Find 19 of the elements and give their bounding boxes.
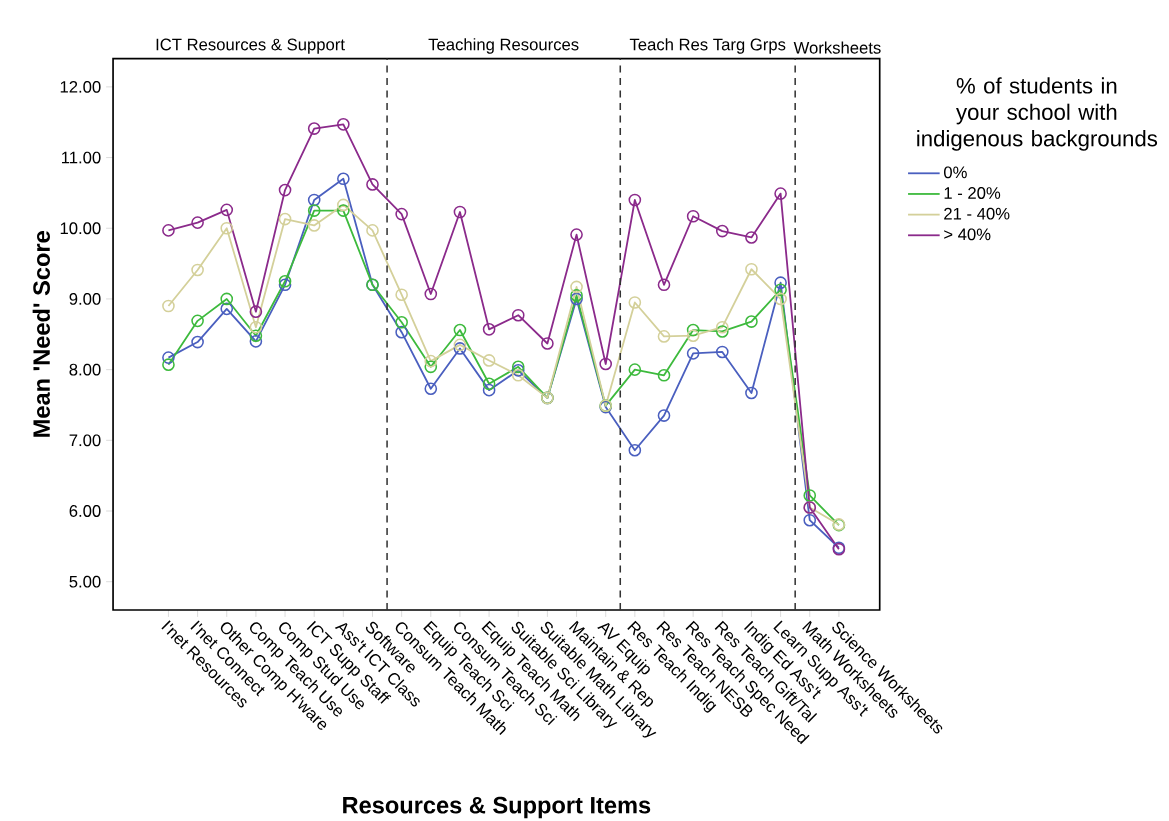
y-tick-label: 5.00 bbox=[69, 575, 101, 588]
legend-title: % of students in your school with indigenous backgrounds bbox=[917, 77, 1158, 151]
y-tick-label: 9.00 bbox=[69, 293, 101, 305]
text: Teach Res Targ Grps bbox=[629, 38, 786, 54]
y-tick-label: 6.00 bbox=[69, 505, 101, 517]
text: Teaching Resources bbox=[428, 38, 579, 54]
legend-label: 0% bbox=[944, 166, 967, 179]
y-tick-label: 8.00 bbox=[69, 363, 101, 376]
legend-label: > 40% bbox=[944, 228, 991, 241]
y-tick-label: 10.00 bbox=[60, 222, 101, 235]
text: ICT Resources & Support bbox=[156, 38, 345, 54]
x-axis-title: Resources & Support Items bbox=[343, 796, 651, 819]
y-tick-label: 12.00 bbox=[60, 81, 101, 93]
y-axis-title: Mean 'Need' Score bbox=[32, 231, 50, 437]
legend-label: 21 - 40% bbox=[944, 207, 1010, 220]
legend-label: 1 - 20% bbox=[944, 187, 1001, 199]
y-tick-label: 7.00 bbox=[69, 434, 101, 447]
y-tick-label: 11.00 bbox=[62, 151, 101, 164]
text: Worksheets bbox=[793, 41, 881, 54]
